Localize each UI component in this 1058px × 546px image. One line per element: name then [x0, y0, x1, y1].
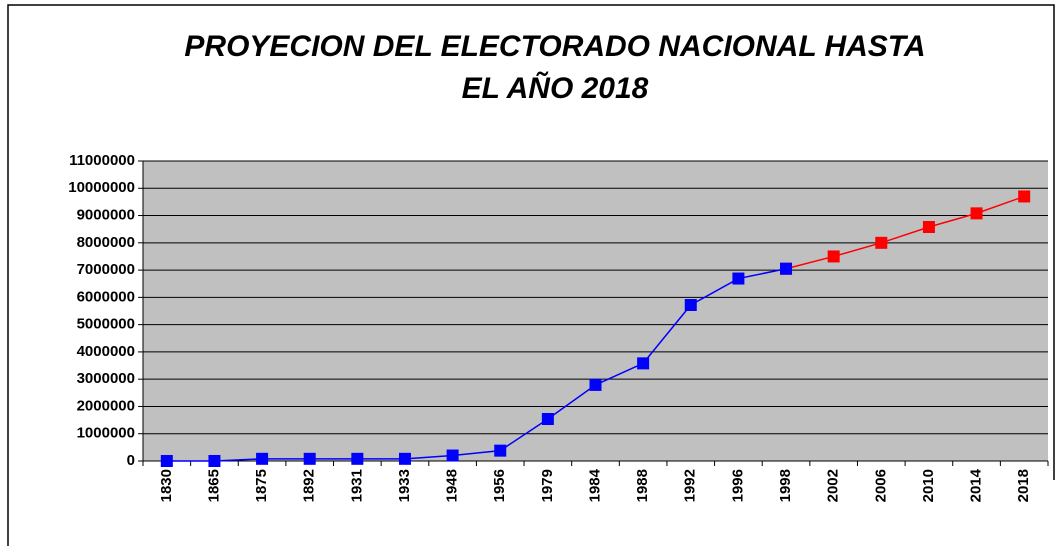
x-tick-label: 1956 — [491, 469, 508, 502]
x-tick-label: 2018 — [1015, 469, 1032, 502]
y-tick-label: 0 — [127, 452, 135, 469]
marker — [970, 207, 983, 220]
x-tick-label: 1996 — [729, 469, 746, 502]
marker — [494, 444, 507, 457]
x-tick-label: 2010 — [920, 469, 937, 502]
marker — [303, 452, 316, 465]
y-tick-label: 3000000 — [77, 370, 135, 387]
y-tick-label: 8000000 — [77, 234, 135, 251]
marker — [208, 455, 221, 467]
y-tick-label: 5000000 — [77, 316, 135, 333]
x-tick-label: 1865 — [205, 469, 222, 502]
marker — [684, 299, 697, 311]
x-tick-label: 1979 — [539, 469, 556, 502]
marker — [446, 449, 459, 462]
marker — [1018, 190, 1031, 203]
x-tick-label: 1984 — [586, 468, 603, 502]
frame — [7, 4, 1055, 546]
x-tick-label: 2014 — [968, 468, 985, 502]
marker — [541, 413, 554, 425]
marker — [637, 357, 650, 370]
marker — [160, 455, 173, 467]
x-tick-label: 1933 — [396, 469, 413, 502]
x-tick-label: 2006 — [872, 469, 889, 502]
plot-area — [143, 161, 1048, 461]
marker — [827, 250, 840, 263]
marker — [732, 272, 745, 285]
x-tick-label: 1931 — [348, 469, 365, 502]
marker — [589, 378, 602, 391]
marker — [780, 262, 793, 275]
x-tick-label: 1988 — [634, 469, 651, 502]
marker — [922, 221, 935, 233]
chart-title: EL AÑO 2018 — [462, 71, 649, 105]
y-tick-label: 1000000 — [77, 425, 135, 442]
x-tick-label: 1875 — [253, 469, 270, 502]
y-tick-label: 7000000 — [77, 261, 135, 278]
y-tick-label: 6000000 — [77, 288, 135, 305]
x-tick-label: 1892 — [301, 469, 318, 502]
y-tick-label: 11000000 — [69, 152, 135, 169]
x-tick-label: 1992 — [682, 469, 699, 502]
x-tick-label: 1998 — [777, 469, 794, 502]
marker — [351, 452, 364, 465]
marker — [398, 452, 411, 465]
chart-title: PROYECION DEL ELECTORADO NACIONAL HASTA — [184, 30, 925, 63]
series-line — [166, 267, 787, 462]
y-tick-label: 4000000 — [77, 343, 135, 360]
marker — [256, 452, 269, 465]
series-line — [785, 195, 1025, 270]
x-tick-label: 1830 — [158, 469, 175, 502]
x-tick-label: 2002 — [825, 469, 842, 502]
y-tick-label: 2000000 — [77, 397, 135, 414]
x-tick-label: 1948 — [444, 469, 461, 502]
marker — [875, 236, 888, 249]
y-tick-label: 9000000 — [77, 207, 135, 224]
y-tick-label: 10000000 — [68, 179, 135, 196]
